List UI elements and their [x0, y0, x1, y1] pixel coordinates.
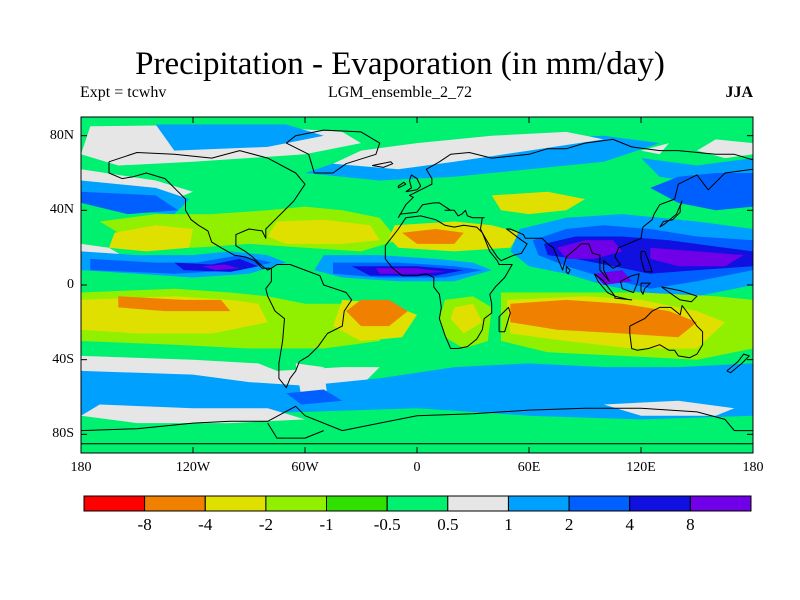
- colorbar-swatch: [83, 495, 146, 512]
- contour-region-36: [346, 299, 408, 327]
- coastline-4: [384, 215, 513, 349]
- colorbar-label: -0.5: [373, 515, 401, 534]
- coastline-0: [108, 150, 306, 271]
- lon-tick-label: 60W: [291, 460, 319, 475]
- coastline-6: [629, 305, 704, 359]
- colorbar-swatch: [204, 495, 267, 512]
- contour-region-46: [603, 400, 735, 416]
- contour-region-29: [557, 240, 623, 259]
- ensemble-label: LGM_ensemble_2_72: [328, 84, 472, 101]
- coastline-11: [372, 161, 394, 168]
- axis-ticks: [80, 117, 754, 453]
- coastline-19: [81, 405, 753, 432]
- contour-region-6: [333, 131, 604, 170]
- contour-region-47: [286, 389, 343, 405]
- coastline-3: [397, 138, 753, 282]
- colorbar-swatch: [689, 495, 752, 512]
- coastline-1: [265, 264, 353, 389]
- contour-region-41: [510, 299, 697, 338]
- lon-tick-label: 120W: [175, 460, 211, 475]
- contour-region-25: [375, 268, 445, 274]
- contour-region-4: [81, 191, 179, 215]
- contour-region-30: [650, 247, 744, 267]
- season-label: JJA: [725, 84, 753, 101]
- lon-tick-label: 120E: [626, 460, 656, 475]
- coastline-7: [726, 353, 750, 374]
- colorbar-label: 1: [504, 515, 513, 534]
- contour-region-13: [267, 219, 380, 244]
- coastlines: [81, 129, 753, 445]
- contour-region-10: [641, 143, 669, 155]
- contour-region-1: [155, 124, 324, 151]
- coastline-5: [498, 306, 511, 333]
- contour-region-8: [650, 173, 753, 211]
- colorbar-label: -4: [198, 515, 213, 534]
- coastline-2: [285, 129, 381, 174]
- lon-tick-label: 0: [413, 460, 421, 475]
- colorbar-label: 8: [686, 515, 695, 534]
- colorbar-label: 2: [564, 515, 574, 534]
- colorbar-swatch: [629, 495, 691, 512]
- colorbar-label: -2: [258, 515, 273, 534]
- contour-region-21: [202, 264, 240, 271]
- coastline-12: [593, 273, 616, 297]
- lat-tick-label: 0: [67, 277, 74, 292]
- contour-region-16: [491, 191, 585, 215]
- coastline-8: [659, 200, 683, 228]
- contour-region-35: [118, 296, 231, 312]
- colorbar-label: -8: [137, 515, 152, 534]
- contour-region-38: [450, 303, 483, 334]
- colorbar-label: 0.5: [437, 515, 459, 534]
- lon-tick-label: 60E: [517, 460, 541, 475]
- contour-region-15: [402, 229, 464, 244]
- contour-region-43: [81, 363, 753, 420]
- colorbar-swatch: [144, 495, 206, 512]
- lat-tick-label: 40S: [52, 351, 74, 367]
- colorbar-label: 4: [625, 515, 634, 534]
- colorbar-swatch: [386, 495, 449, 512]
- coastline-16: [661, 286, 698, 303]
- colorbar-swatch: [326, 495, 388, 512]
- coastline-9: [405, 174, 422, 193]
- colorbar-label: -1: [319, 515, 334, 534]
- lon-tick-label: 180: [742, 460, 764, 475]
- coastline-10: [397, 181, 407, 189]
- colorbar-swatch: [265, 495, 327, 512]
- coastline-14: [620, 273, 640, 293]
- lat-tick-label: 80S: [52, 426, 74, 442]
- chart-title: Precipitation - Evaporation (in mm/day): [135, 46, 665, 82]
- coastline-18: [565, 265, 571, 275]
- field-contours: [81, 124, 753, 424]
- contour-region-12: [109, 225, 193, 252]
- contour-region-45: [295, 363, 328, 397]
- lon-tick-label: 180: [70, 460, 92, 475]
- colorbar-swatch: [568, 495, 631, 512]
- coastline-13: [614, 295, 633, 301]
- coastline-17: [640, 250, 653, 273]
- colorbar-swatch: [447, 495, 509, 512]
- experiment-label: Expt = tcwhv: [80, 84, 167, 101]
- contour-region-44: [81, 404, 305, 424]
- lat-tick-label: 80N: [49, 127, 74, 143]
- coastline-20: [267, 422, 324, 439]
- lat-tick-label: 40N: [49, 202, 74, 218]
- coastline-15: [640, 282, 651, 295]
- colorbar: [83, 495, 752, 512]
- colorbar-swatch: [508, 495, 570, 512]
